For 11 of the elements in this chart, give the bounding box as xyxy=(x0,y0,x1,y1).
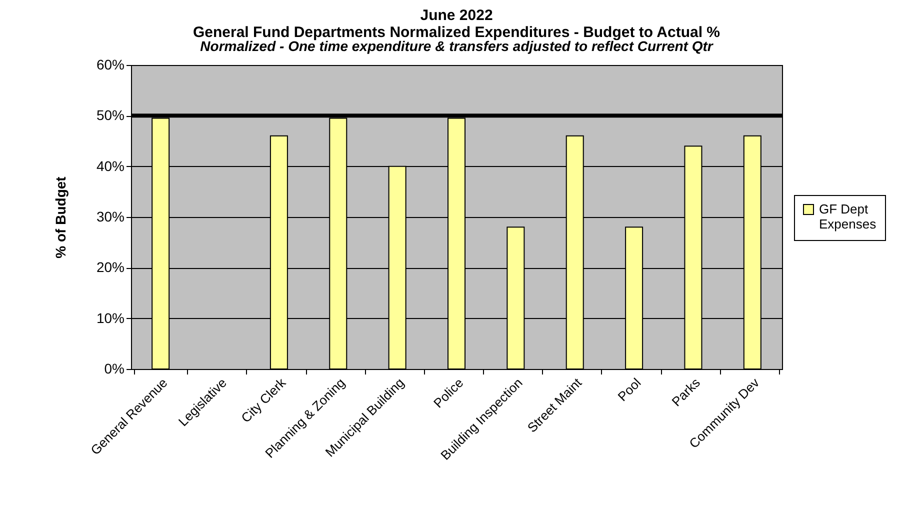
chart-subtitle: General Fund Departments Normalized Expenditures - Budget to Actual % xyxy=(192,24,720,41)
y-tick-label: 20% xyxy=(96,259,124,276)
y-tick-label: 0% xyxy=(104,360,124,376)
y-tick-label: 40% xyxy=(96,158,124,174)
legend-label: GF Dept Expenses xyxy=(819,202,877,232)
y-tick-label: 60% xyxy=(96,56,124,72)
chart-title: June 2022 xyxy=(420,7,493,24)
y-tick-label: 50% xyxy=(96,107,124,124)
y-tick-label: 10% xyxy=(96,310,124,326)
y-tick-label: 30% xyxy=(96,208,124,224)
y-axis-title: % of Budget xyxy=(52,176,68,258)
